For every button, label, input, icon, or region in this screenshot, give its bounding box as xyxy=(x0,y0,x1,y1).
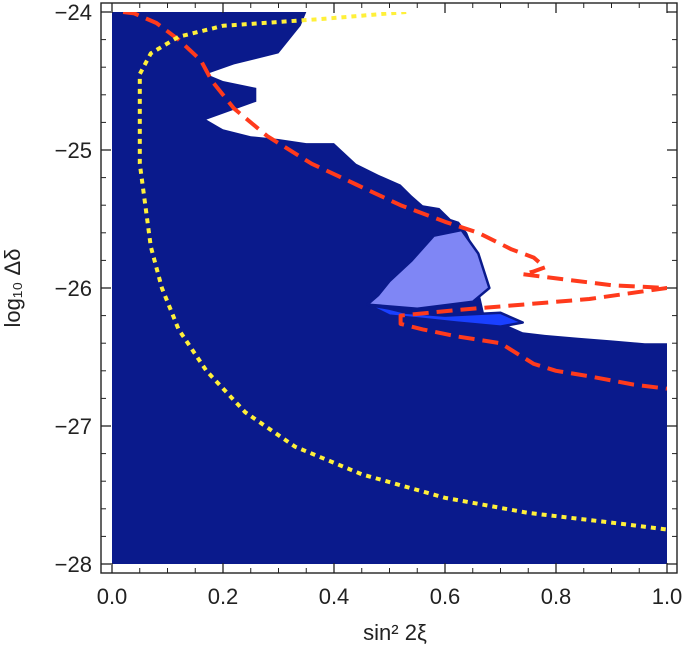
chart-data-layer xyxy=(112,12,667,564)
axis-ticks: 0.0 0.2 0.4 0.6 0.8 1.0 −28 −27 −26 −25 −24 xyxy=(55,0,683,609)
x-tick-label: 0.4 xyxy=(319,584,350,609)
y-tick-label: −24 xyxy=(55,0,92,25)
x-tick-label: 0.8 xyxy=(541,584,572,609)
x-tick-label: 0.2 xyxy=(208,584,239,609)
y-tick-label: −27 xyxy=(55,414,92,439)
region-inner xyxy=(366,228,491,310)
yellow-dotted-curve xyxy=(137,12,667,532)
x-tick-label: 0.6 xyxy=(430,584,461,609)
y-tick-label: −26 xyxy=(55,276,92,301)
region-middle xyxy=(366,303,524,328)
x-axis-label: sin² 2ξ xyxy=(363,620,427,645)
y-axis-label: log₁₀ Δδ xyxy=(0,249,25,328)
x-tick-label: 0.0 xyxy=(97,584,128,609)
y-tick-label: −28 xyxy=(55,552,92,577)
x-tick-label: 1.0 xyxy=(652,584,683,609)
y-tick-label: −25 xyxy=(55,138,92,163)
red-dashed-curve xyxy=(122,12,667,391)
